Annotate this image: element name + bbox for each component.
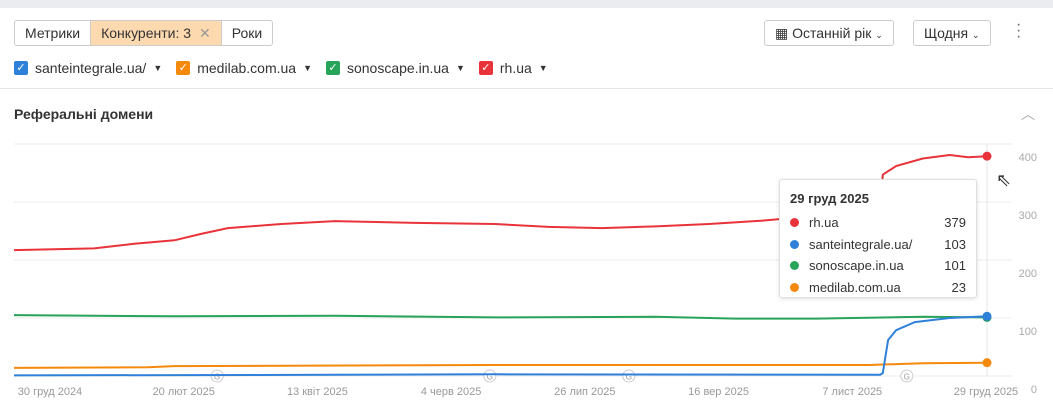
tooltip-value: 103	[944, 236, 966, 252]
legend-item[interactable]: ✓ rh.ua ▼	[478, 60, 548, 76]
legend-label: rh.ua	[499, 60, 532, 76]
dot-icon	[790, 218, 799, 228]
period-label: Останній рік	[792, 25, 872, 41]
series-end-point	[982, 358, 992, 368]
tooltip-row: medilab.com.ua 23	[780, 277, 976, 299]
y-tick-label: 100	[1019, 326, 1037, 338]
divider	[0, 88, 1053, 89]
legend-label: sonoscape.in.ua	[346, 60, 449, 76]
caret-down-icon[interactable]: ▼	[538, 63, 548, 73]
annotation-marker	[483, 369, 497, 383]
tooltip-value: 379	[944, 215, 966, 231]
annotation-label: G	[214, 373, 220, 382]
annotation-marker	[622, 369, 636, 383]
series-end-point	[982, 151, 992, 161]
calendar-icon: ▦	[775, 25, 789, 41]
y-tick-label: 200	[1019, 268, 1037, 280]
y-tick-label: 300	[1019, 210, 1037, 222]
x-tick-label: 4 черв 2025	[421, 386, 482, 398]
dot-icon	[790, 282, 799, 292]
more-menu-icon[interactable]: · · ·	[1016, 16, 1022, 45]
top-bar	[0, 0, 1053, 8]
tooltip-value: 101	[944, 258, 966, 274]
series-line-santeintegrale.ua/	[13, 315, 988, 377]
granularity-dropdown[interactable]: Щодня ⌄	[913, 20, 991, 46]
tooltip-label: medilab.com.ua	[809, 279, 901, 295]
series-end-point	[982, 311, 992, 321]
tooltip-row: sonoscape.in.ua 101	[780, 255, 976, 277]
annotation-marker	[900, 369, 914, 383]
granularity-label: Щодня	[924, 25, 969, 41]
y-tick-label: 0	[1031, 384, 1037, 396]
tooltip-label: santeintegrale.ua/	[809, 236, 913, 252]
x-tick-label: 7 лист 2025	[822, 386, 882, 398]
x-tick-label: 30 груд 2024	[18, 386, 82, 398]
x-tick-label: 26 лип 2025	[554, 386, 615, 398]
checkbox-icon[interactable]: ✓	[478, 61, 493, 75]
series-line-sonoscape.in.ua	[13, 314, 988, 320]
chevron-up-icon[interactable]: ︿	[1021, 106, 1035, 122]
legend-label: medilab.com.ua	[197, 60, 297, 76]
close-icon[interactable]: ✕	[199, 25, 211, 41]
caret-down-icon[interactable]: ▼	[455, 63, 465, 73]
tooltip-row: santeintegrale.ua/103	[780, 234, 976, 256]
competitors-label: Конкуренти: 3	[101, 25, 192, 41]
annotation-label: G	[626, 373, 632, 382]
x-tick-label: 29 груд 2025	[954, 386, 1018, 398]
tooltip-label: sonoscape.in.ua	[809, 258, 904, 274]
mouse-cursor-icon: ⇖	[996, 170, 1012, 190]
legend-item[interactable]: ✓ santeintegrale.ua/ ▼	[14, 60, 162, 76]
series-line-rh.ua	[13, 153, 988, 252]
legend-label: santeintegrale.ua/	[35, 60, 147, 76]
legend: ✓ santeintegrale.ua/ ▼ ✓ medilab.com.ua ▼ ✓ s…	[14, 60, 548, 76]
x-tick-label: 13 квіт 2025	[287, 386, 348, 398]
metrics-tab[interactable]: Метрики	[25, 25, 81, 41]
caret-down-icon[interactable]: ▼	[303, 63, 312, 73]
tooltip-value: 23	[951, 279, 966, 295]
tooltip-label: rh.ua	[809, 215, 839, 231]
section-title: Реферальні домени	[14, 106, 154, 122]
caret-down-icon[interactable]: ▼	[153, 63, 163, 73]
chevron-down-icon: ⌄	[875, 30, 883, 40]
x-tick-label: 20 лют 2025	[153, 386, 215, 398]
period-dropdown[interactable]: ▦ Останній рік ⌄	[764, 20, 894, 46]
checkbox-icon[interactable]: ✓	[14, 61, 28, 75]
mode-switch: Метрики Конкуренти: 3 ✕ Роки	[14, 20, 274, 46]
dot-icon	[790, 239, 799, 249]
dot-icon	[790, 261, 799, 271]
tooltip: 29 груд 2025 rh.ua 379 santeintegrale.ua/…	[779, 179, 977, 298]
tooltip-date: 29 груд 2025	[790, 191, 869, 206]
years-tab[interactable]: Роки	[231, 25, 263, 41]
annotation-label: G	[487, 373, 493, 382]
y-tick-label: 400	[1019, 152, 1037, 164]
x-tick-label: 16 вер 2025	[688, 386, 749, 398]
checkbox-icon[interactable]: ✓	[325, 61, 340, 75]
tooltip-row: rh.ua 379	[780, 212, 976, 234]
chevron-down-icon: ⌄	[971, 30, 980, 40]
legend-item[interactable]: ✓ sonoscape.in.ua ▼	[325, 60, 465, 76]
checkbox-icon[interactable]: ✓	[176, 61, 191, 75]
series-line-medilab.com.ua	[13, 361, 988, 369]
annotation-label: G	[904, 373, 910, 382]
legend-item[interactable]: ✓ medilab.com.ua ▼	[176, 60, 312, 76]
competitors-tab[interactable]: Конкуренти: 3 ✕	[90, 21, 222, 45]
